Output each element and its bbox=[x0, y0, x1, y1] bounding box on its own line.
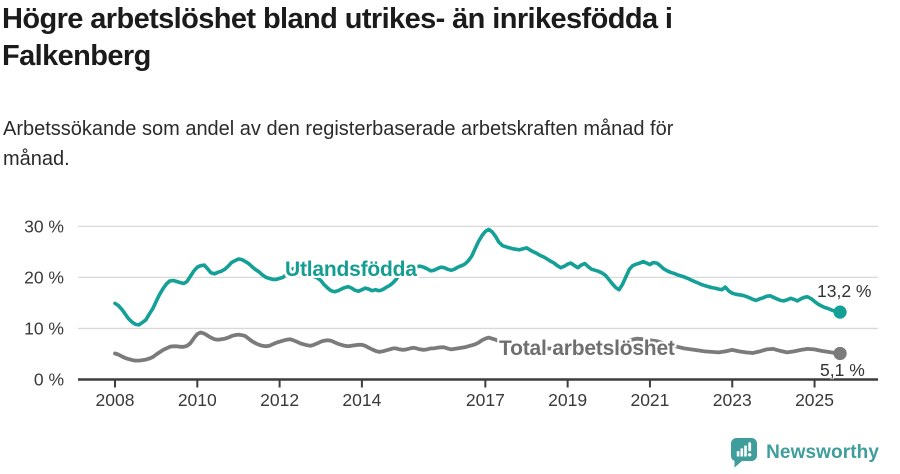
series-end-dot-total bbox=[833, 346, 847, 361]
series-label-utlandsfodda: Utlandsfödda bbox=[285, 258, 417, 281]
bar-small bbox=[736, 451, 740, 457]
exclamation-bar bbox=[748, 442, 752, 452]
exclamation-dot bbox=[748, 453, 752, 457]
y-axis-labels: 0 % 10 % 20 % 30 % bbox=[24, 216, 64, 389]
y-tick-label: 10 % bbox=[24, 318, 64, 338]
x-tick-label: 2014 bbox=[342, 390, 381, 410]
newsworthy-bubble-chart-icon bbox=[731, 438, 758, 468]
x-tick-label: 2023 bbox=[713, 390, 752, 410]
newsworthy-logo: Newsworthy bbox=[730, 437, 879, 469]
page-title: Högre arbetslöshet bland utrikes- än inr… bbox=[2, 3, 673, 72]
y-tick-label: 20 % bbox=[24, 267, 64, 287]
x-axis-labels: 2008 2010 2012 2014 2017 2019 2021 2023 2025 bbox=[96, 390, 834, 410]
chart-subtitle: Arbetssökande som andel av den registerb… bbox=[3, 118, 674, 170]
x-tick-label: 2012 bbox=[260, 390, 299, 410]
end-value-label-utlandsfodda: 13,2 % bbox=[817, 281, 872, 301]
x-tick-label: 2017 bbox=[466, 390, 505, 410]
gridlines bbox=[78, 225, 878, 330]
x-tick-label: 2025 bbox=[795, 390, 834, 410]
series-line-total bbox=[113, 330, 842, 363]
bubble-shape bbox=[731, 438, 758, 468]
end-value-label-total: 5,1 % bbox=[820, 360, 865, 380]
x-axis bbox=[78, 378, 878, 388]
data-series bbox=[113, 227, 847, 363]
x-tick-label: 2008 bbox=[96, 390, 135, 410]
brand-name: Newsworthy bbox=[766, 442, 879, 463]
series-label-total-arbetsloshet: Total arbetslöshet bbox=[499, 337, 675, 360]
series-end-dot-utlandsfodda bbox=[833, 305, 847, 319]
bar-large bbox=[744, 445, 747, 457]
x-tick-label: 2019 bbox=[548, 390, 587, 410]
y-tick-label: 30 % bbox=[24, 216, 64, 236]
bar-medium bbox=[740, 448, 744, 457]
y-tick-label: 0 % bbox=[34, 370, 64, 390]
x-tick-label: 2010 bbox=[178, 390, 217, 410]
series-line-utlandsfodda bbox=[113, 227, 842, 327]
x-tick-label: 2021 bbox=[630, 390, 669, 410]
